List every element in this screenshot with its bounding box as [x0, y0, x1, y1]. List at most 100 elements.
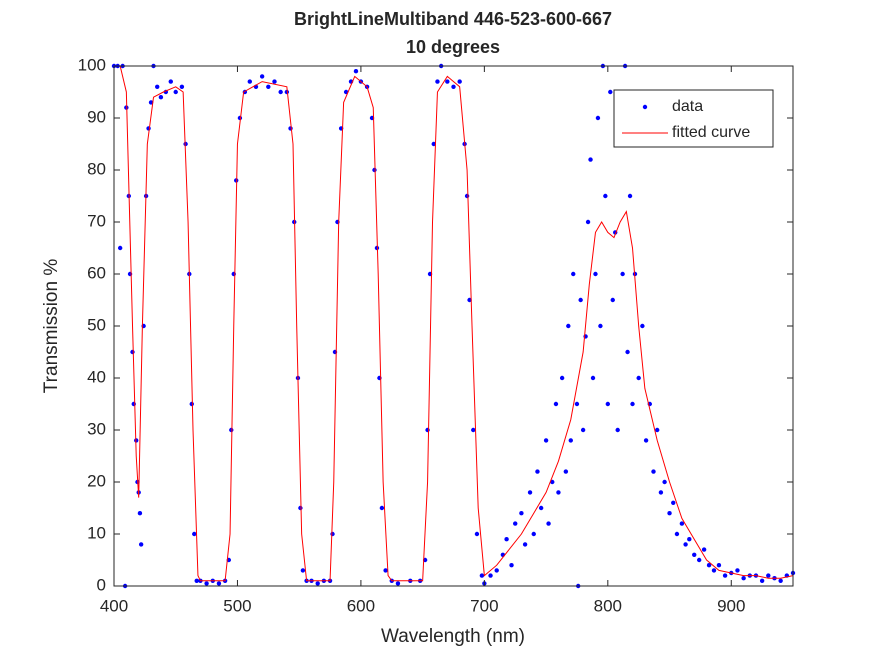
data-point — [192, 531, 197, 537]
data-point — [330, 531, 335, 537]
data-point — [509, 563, 514, 568]
data-point — [131, 401, 136, 407]
data-point — [383, 568, 388, 573]
data-point — [471, 427, 476, 433]
data-point — [580, 427, 586, 433]
data-point — [353, 69, 359, 74]
data-point — [194, 578, 199, 583]
data-point — [658, 490, 664, 495]
y-tick-label: 100 — [78, 55, 106, 74]
data-point — [445, 79, 450, 84]
data-point — [247, 79, 252, 84]
data-point — [522, 542, 528, 547]
data-point — [636, 375, 641, 381]
data-point — [148, 100, 154, 105]
x-tick-label: 400 — [100, 596, 128, 615]
data-point — [683, 542, 688, 547]
data-point — [204, 581, 209, 586]
data-point — [590, 375, 596, 381]
data-point — [546, 521, 551, 526]
data-point — [778, 578, 783, 583]
data-point — [566, 323, 571, 329]
data-point — [117, 245, 123, 251]
data-point — [494, 568, 499, 573]
data-point — [625, 349, 630, 355]
y-tick-label: 0 — [97, 575, 106, 594]
data-point — [593, 271, 598, 277]
data-point — [627, 193, 633, 199]
data-point — [630, 401, 635, 407]
fitted-line — [114, 65, 794, 582]
data-point — [488, 573, 493, 578]
legend-label: data — [672, 98, 703, 115]
data-point — [741, 576, 746, 581]
data-point — [574, 401, 580, 407]
data-point — [667, 511, 672, 516]
data-point — [578, 297, 583, 303]
data-point — [679, 521, 685, 526]
data-point — [735, 568, 740, 573]
data-point — [662, 479, 667, 485]
data-point — [640, 323, 645, 329]
data-point — [173, 89, 178, 95]
data-point — [138, 542, 144, 547]
data-point — [563, 469, 569, 474]
data-point — [538, 505, 544, 511]
data-point — [608, 89, 613, 95]
data-point — [216, 581, 222, 586]
data-point — [696, 557, 702, 563]
data-point — [706, 563, 712, 568]
data-point — [651, 469, 656, 474]
data-point — [559, 375, 565, 381]
chart-title: BrightLineMultiband 446-523-600-667 — [294, 9, 612, 29]
y-tick-label: 30 — [87, 419, 106, 438]
data-point — [701, 547, 707, 552]
data-point — [722, 573, 728, 578]
legend-box — [613, 89, 774, 148]
data-point — [479, 573, 485, 578]
data-point — [259, 74, 265, 79]
data-point — [553, 401, 559, 407]
data-point — [531, 531, 536, 537]
data-point — [568, 438, 573, 443]
y-tick-label: 90 — [87, 107, 106, 126]
data-point — [179, 84, 185, 90]
data-point — [571, 271, 576, 277]
y-tick-label: 20 — [87, 471, 106, 490]
data-point — [298, 505, 303, 511]
plot — [111, 63, 796, 589]
legend-label: fitted curve — [672, 124, 750, 141]
data-point — [451, 84, 456, 90]
data-point — [766, 573, 771, 578]
data-point — [467, 297, 472, 303]
data-point — [229, 427, 234, 433]
data-point — [300, 568, 306, 573]
data-point — [372, 167, 377, 173]
data-point — [615, 427, 620, 433]
data-point — [168, 79, 173, 84]
data-point — [130, 349, 135, 355]
data-point — [535, 469, 540, 474]
data-point — [474, 531, 480, 537]
data-point — [379, 505, 385, 511]
data-point — [457, 79, 462, 84]
x-tick-label: 500 — [223, 596, 251, 615]
data-point — [674, 531, 680, 537]
data-point — [155, 84, 160, 90]
data-point — [610, 297, 615, 303]
data-point — [543, 438, 549, 443]
data-point — [464, 193, 470, 199]
y-tick-label: 80 — [87, 159, 106, 178]
x-tick-label: 700 — [470, 596, 498, 615]
x-tick-label: 900 — [717, 596, 745, 615]
y-tick-label: 10 — [87, 523, 106, 542]
plot-area — [114, 66, 793, 586]
data-point — [585, 219, 591, 225]
x-tick-label: 600 — [347, 596, 375, 615]
data-point — [605, 401, 611, 407]
y-tick-label: 60 — [87, 263, 106, 282]
y-tick-label: 70 — [87, 211, 106, 230]
data-point — [556, 490, 561, 495]
data-point — [716, 563, 722, 568]
